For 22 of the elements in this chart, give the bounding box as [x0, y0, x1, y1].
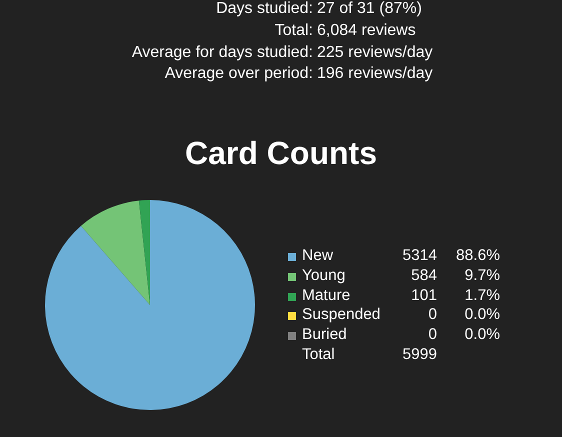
text: Total: 6,084 reviews — [274, 20, 416, 41]
text: 0 — [428, 306, 437, 324]
text: 0 — [428, 326, 437, 344]
text: 9.7% — [464, 266, 500, 284]
text: 88.6% — [456, 247, 500, 264]
text: Total — [302, 345, 335, 365]
legend-label: New — [302, 246, 334, 266]
data-label: 5314 — [402, 246, 437, 266]
text: Average for days studied: 225 reviews/day — [132, 42, 433, 63]
legend-label: Buried — [302, 325, 347, 346]
text: Days studied: 27 of 31 (87%) — [216, 0, 422, 19]
legend-label: Suspended — [302, 305, 380, 326]
text: 0.0% — [464, 306, 500, 324]
chart-title: Card Counts — [184, 134, 378, 173]
legend-label: Mature — [302, 286, 350, 306]
text: 5999 — [402, 346, 437, 363]
text: Average over period: 196 reviews/day — [164, 64, 433, 84]
data-label: 584 — [410, 266, 437, 286]
text: 1.7% — [464, 286, 500, 304]
legend-label: Young — [302, 266, 346, 286]
data-label: 101 — [410, 286, 437, 306]
text: 0.0% — [464, 326, 500, 344]
